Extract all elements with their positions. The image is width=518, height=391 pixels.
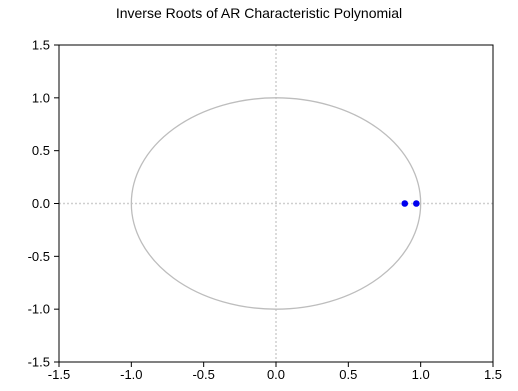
x-tick-label: 1.0 bbox=[412, 367, 430, 382]
y-tick-label: 0.5 bbox=[32, 143, 50, 158]
unit-circle bbox=[130, 97, 422, 310]
y-tick-label: 1.5 bbox=[32, 38, 50, 53]
x-tick-label: -0.5 bbox=[192, 367, 214, 382]
root-points bbox=[401, 200, 420, 207]
y-tick-label: -1.5 bbox=[28, 355, 50, 370]
x-tick-label: -1.5 bbox=[48, 367, 70, 382]
chart-title: Inverse Roots of AR Characteristic Polyn… bbox=[115, 5, 403, 21]
y-tick-label: 1.0 bbox=[32, 90, 50, 105]
x-tick-label: 0.5 bbox=[339, 367, 357, 382]
root-point bbox=[401, 200, 409, 207]
x-tick-label: 1.5 bbox=[484, 367, 502, 382]
reference-lines bbox=[59, 45, 493, 362]
unit-circle-layer bbox=[130, 97, 422, 310]
root-point bbox=[413, 200, 420, 207]
x-tick-label: -1.0 bbox=[120, 367, 142, 382]
y-tick-label: -0.5 bbox=[28, 249, 50, 264]
y-axis: 1.5 1.0 0.5 0.0 -0.5 -1.0 -1.5 bbox=[28, 38, 59, 370]
x-axis: -1.5 -1.0 -0.5 0.0 0.5 1.0 1.5 bbox=[48, 362, 502, 382]
x-tick-label: 0.0 bbox=[267, 367, 285, 382]
y-tick-label: -1.0 bbox=[28, 302, 50, 317]
y-tick-label: 0.0 bbox=[32, 196, 50, 211]
